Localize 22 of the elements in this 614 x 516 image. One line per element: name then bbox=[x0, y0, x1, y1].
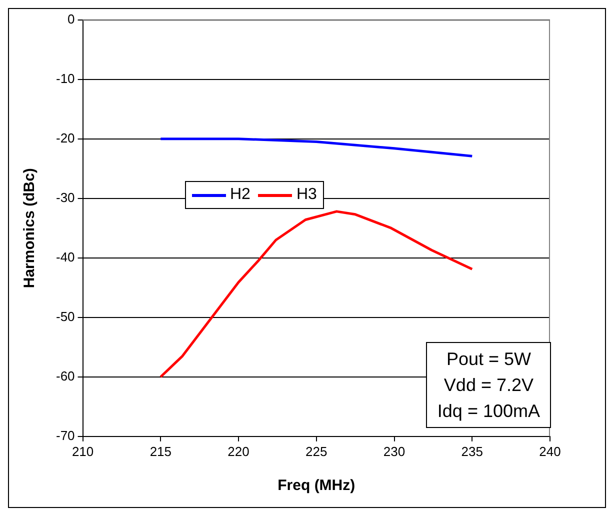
x-tick-label: 225 bbox=[306, 444, 328, 459]
y-tick-label: -60 bbox=[56, 368, 75, 384]
y-tick-label: -40 bbox=[56, 249, 75, 264]
x-tick-label: 235 bbox=[461, 444, 483, 459]
y-tick-label: -20 bbox=[56, 130, 75, 146]
x-tick-label: 230 bbox=[383, 444, 406, 459]
x-tick-label: 210 bbox=[72, 444, 94, 459]
x-axis-title: Freq (MHz) bbox=[278, 477, 356, 494]
y-tick-label: -70 bbox=[56, 428, 75, 443]
x-tick-label: 240 bbox=[539, 444, 561, 459]
annotation: Vdd = 7.2V bbox=[442, 374, 534, 397]
legend-label: H3 bbox=[296, 186, 317, 204]
legend-label: H2 bbox=[230, 186, 250, 204]
y-axis-title: Harmonics (dBc) bbox=[21, 168, 38, 288]
y-tick-label: 0 bbox=[68, 11, 75, 26]
annotation: Idq = 100mA bbox=[437, 400, 540, 423]
y-tick-label: -10 bbox=[56, 70, 75, 86]
y-tick-label: -50 bbox=[56, 308, 75, 324]
annotation: Pout = 5W bbox=[445, 348, 532, 371]
y-tick-label: -30 bbox=[56, 190, 75, 205]
x-tick-label: 215 bbox=[150, 444, 172, 459]
x-tick-label: 220 bbox=[228, 444, 250, 459]
